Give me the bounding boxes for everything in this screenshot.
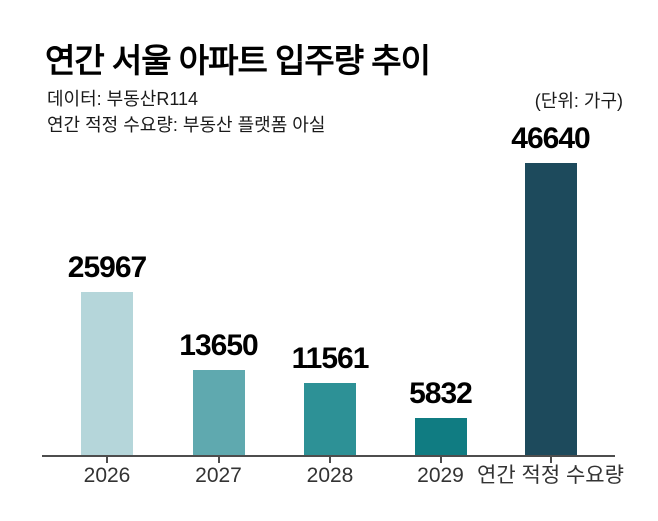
demand-source-line: 연간 적정 수요량: 부동산 플랫폼 아실 [47, 115, 326, 135]
value-label-2029: 5832 [409, 377, 473, 410]
chart-title: 연간 서울 아파트 입주량 추이 [45, 42, 431, 79]
category-label-2029: 2029 [417, 464, 464, 487]
category-label-2027: 2027 [195, 464, 242, 487]
bar-2027 [192, 370, 245, 455]
category-label-2028: 2028 [306, 464, 354, 487]
axis-tick [217, 457, 220, 463]
value-label-2028: 11561 [291, 342, 370, 375]
bar-2028 [304, 383, 356, 455]
axis-tick [549, 457, 552, 463]
axis-tick [106, 457, 108, 463]
x-axis-line [42, 455, 615, 457]
category-label-연간 적정 수요량: 연간 적정 수요량 [477, 464, 624, 487]
source-block: 데이터: 부동산R114 연간 적정 수요량: 부동산 플랫폼 아실 [47, 86, 325, 138]
bar-2026 [81, 292, 133, 455]
value-label-2027: 13650 [179, 329, 258, 362]
axis-tick [329, 457, 331, 463]
bar-연간 적정 수요량 [524, 163, 577, 455]
axis-tick [439, 457, 442, 463]
bar-2029 [414, 418, 467, 455]
unit-label: (단위: 가구) [534, 91, 623, 111]
value-label-2026: 25967 [67, 251, 147, 284]
data-source-line: 데이터: 부동산R114 [47, 89, 199, 109]
category-label-2026: 2026 [83, 464, 131, 487]
value-label-연간 적정 수요량: 46640 [511, 122, 590, 155]
